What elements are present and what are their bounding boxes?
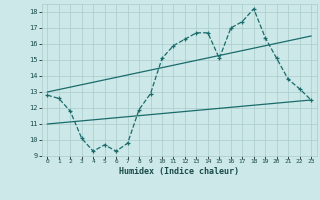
X-axis label: Humidex (Indice chaleur): Humidex (Indice chaleur) (119, 167, 239, 176)
